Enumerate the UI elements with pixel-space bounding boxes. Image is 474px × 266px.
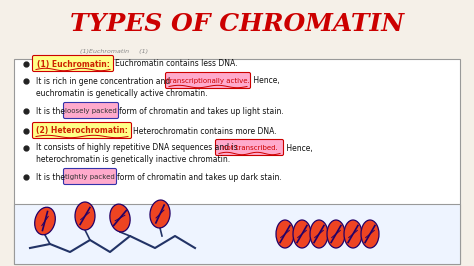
Ellipse shape xyxy=(110,204,130,232)
Text: tightly packed: tightly packed xyxy=(65,174,115,180)
Ellipse shape xyxy=(35,207,55,235)
FancyBboxPatch shape xyxy=(64,168,117,185)
Text: transcriptionally active.: transcriptionally active. xyxy=(167,78,249,84)
Ellipse shape xyxy=(361,220,379,248)
Ellipse shape xyxy=(150,200,170,228)
Text: (2) Heterochromatin:: (2) Heterochromatin: xyxy=(36,127,128,135)
Ellipse shape xyxy=(293,220,311,248)
Ellipse shape xyxy=(75,202,95,230)
Text: It is the: It is the xyxy=(36,106,65,115)
Ellipse shape xyxy=(310,220,328,248)
Ellipse shape xyxy=(344,220,362,248)
Text: Heterochromatin contains more DNA.: Heterochromatin contains more DNA. xyxy=(133,127,277,135)
Text: loosely packed: loosely packed xyxy=(65,108,117,114)
Text: It consists of highly repetitive DNA sequences and is: It consists of highly repetitive DNA seq… xyxy=(36,143,238,152)
Text: heterochromatin is genetically inactive chromatin.: heterochromatin is genetically inactive … xyxy=(36,156,230,164)
Bar xyxy=(14,204,460,264)
FancyBboxPatch shape xyxy=(33,56,113,72)
Ellipse shape xyxy=(276,220,294,248)
FancyBboxPatch shape xyxy=(216,139,283,156)
Text: (1) Euchromatin:: (1) Euchromatin: xyxy=(36,60,109,69)
Text: not transcribed.: not transcribed. xyxy=(222,145,277,151)
Text: form of chromatin and takes up dark stain.: form of chromatin and takes up dark stai… xyxy=(117,172,282,181)
Bar xyxy=(0,0,474,48)
Text: Euchromatin contains less DNA.: Euchromatin contains less DNA. xyxy=(115,60,237,69)
FancyBboxPatch shape xyxy=(165,73,250,89)
Text: It is the: It is the xyxy=(36,172,65,181)
Text: It is rich in gene concentration and: It is rich in gene concentration and xyxy=(36,77,170,85)
FancyBboxPatch shape xyxy=(64,102,118,118)
Text: euchromatin is genetically active chromatin.: euchromatin is genetically active chroma… xyxy=(36,89,208,98)
Text: (1)Euchromatin     (1): (1)Euchromatin (1) xyxy=(80,49,148,55)
Text: Hence,: Hence, xyxy=(251,77,280,85)
Text: form of chromatin and takes up light stain.: form of chromatin and takes up light sta… xyxy=(119,106,284,115)
Ellipse shape xyxy=(327,220,345,248)
Text: TYPES OF CHROMATIN: TYPES OF CHROMATIN xyxy=(70,12,404,36)
Text: Hence,: Hence, xyxy=(284,143,313,152)
Bar xyxy=(14,59,460,264)
FancyBboxPatch shape xyxy=(33,123,131,139)
